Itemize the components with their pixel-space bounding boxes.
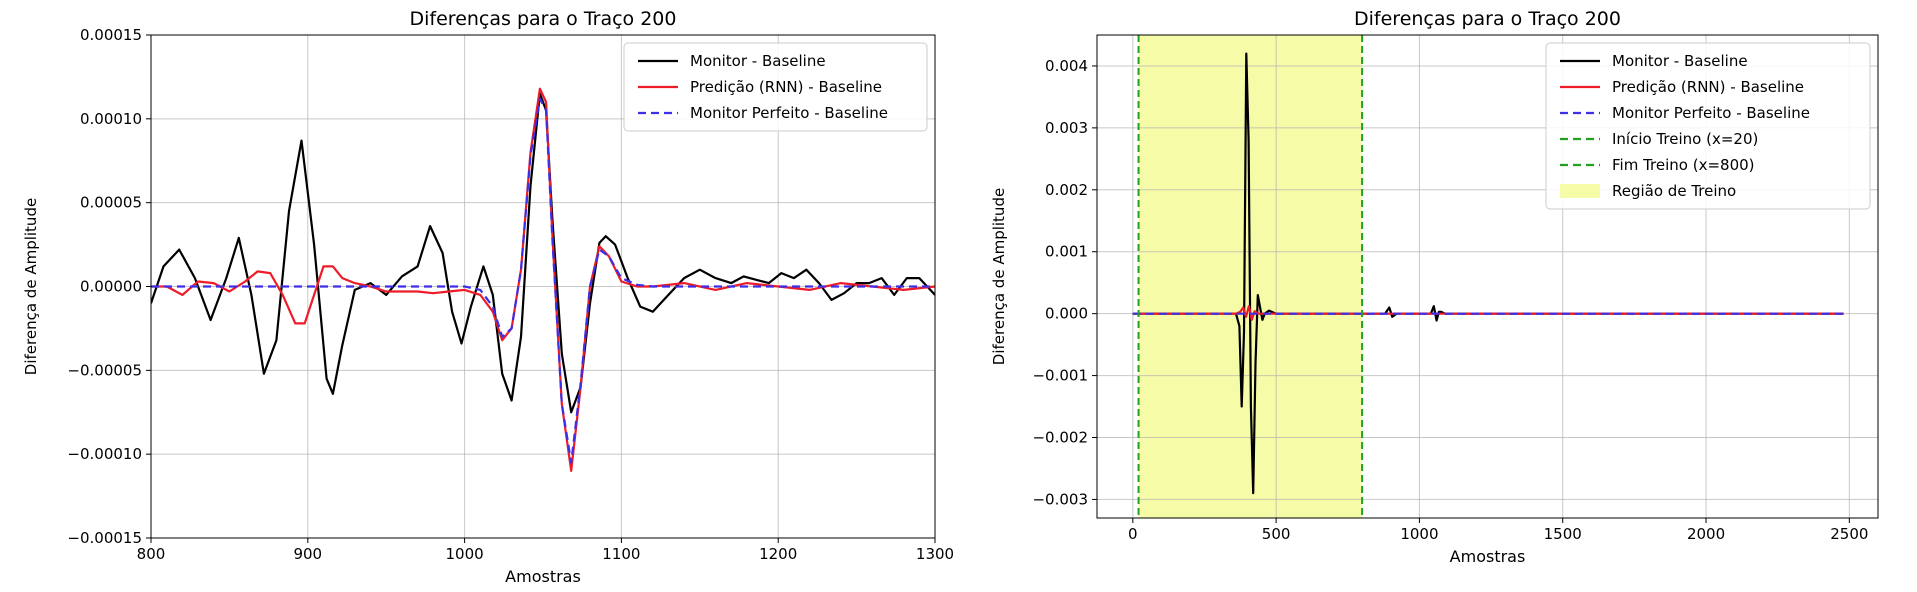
x-tick-label: 1000: [446, 545, 484, 563]
y-tick-label: 0.00015: [80, 26, 142, 44]
legend-label-3: Início Treino (x=20): [1612, 130, 1758, 148]
plot-area: [151, 87, 935, 472]
y-tick-label: −0.001: [1032, 367, 1088, 385]
y-tick-label: 0.001: [1045, 243, 1088, 261]
legend: Monitor - Baseline Predição (RNN) - Basel…: [1545, 42, 1871, 210]
y-tick-label: 0.000: [1045, 305, 1088, 323]
chart-title: Diferenças para o Traço 200: [410, 8, 677, 30]
legend-label-1: Predição (RNN) - Baseline: [690, 78, 882, 96]
axes-frame: [1096, 34, 1879, 519]
x-tick-label: 2000: [1687, 525, 1725, 543]
legend-label-4: Fim Treino (x=800): [1612, 156, 1755, 174]
legend-box: [1545, 42, 1871, 210]
x-tick-label: 1300: [916, 545, 954, 563]
y-tick-label: 0.004: [1045, 57, 1088, 75]
y-tick-label: −0.00005: [67, 361, 142, 379]
y-tick-label: 0.00005: [80, 194, 142, 212]
plot-area: [1132, 52, 1844, 495]
series-line-1: [151, 87, 935, 472]
x-tick-label: 0: [1128, 525, 1138, 543]
legend-label-5: Região de Treino: [1612, 182, 1736, 200]
y-tick-label: −0.002: [1032, 429, 1088, 447]
y-tick-label: 0.00000: [80, 278, 142, 296]
legend-swatch-5: [1560, 184, 1600, 198]
x-tick-label: 1000: [1400, 525, 1438, 543]
x-tick-label: 800: [137, 545, 166, 563]
right-chart-panel: 0 500 1000 1500 2000 2500 −0.003 −0.002 −0.001 0.…: [990, 8, 1879, 566]
y-tick-label: −0.00010: [67, 445, 142, 463]
left-chart-panel: 800 900 1000 1100 1200 1300 −0.00015 −0.00010 −0…: [22, 8, 954, 586]
y-tick-label: −0.00015: [67, 529, 142, 547]
x-axis-label: Amostras: [505, 567, 581, 586]
legend-label-1: Predição (RNN) - Baseline: [1612, 78, 1804, 96]
legend-label-0: Monitor - Baseline: [1612, 52, 1748, 70]
chart-title: Diferenças para o Traço 200: [1354, 8, 1621, 30]
x-axis-label: Amostras: [1450, 547, 1526, 566]
legend-label-2: Monitor Perfeito - Baseline: [1612, 104, 1810, 122]
x-tick-label: 1500: [1544, 525, 1582, 543]
y-tick-label: 0.002: [1045, 181, 1088, 199]
legend-label-2: Monitor Perfeito - Baseline: [690, 104, 888, 122]
legend-label-0: Monitor - Baseline: [690, 52, 826, 70]
y-axis-label: Diferença de Amplitude: [990, 188, 1008, 365]
x-tick-label: 1100: [602, 545, 640, 563]
y-tick-label: 0.00010: [80, 110, 142, 128]
series-line-2: [151, 97, 935, 464]
series-line-1: [1132, 305, 1844, 321]
x-tick-label: 2500: [1830, 525, 1868, 543]
y-tick-label: 0.003: [1045, 119, 1088, 137]
y-tick-label: −0.003: [1032, 490, 1088, 508]
x-tick-label: 500: [1262, 525, 1291, 543]
y-axis-label: Diferença de Amplitude: [22, 198, 40, 375]
x-tick-label: 1200: [759, 545, 797, 563]
x-tick-label: 900: [293, 545, 322, 563]
legend: Monitor - Baseline Predição (RNN) - Basel…: [623, 42, 928, 132]
series-line-0: [151, 92, 935, 414]
legend-box: [623, 42, 928, 132]
